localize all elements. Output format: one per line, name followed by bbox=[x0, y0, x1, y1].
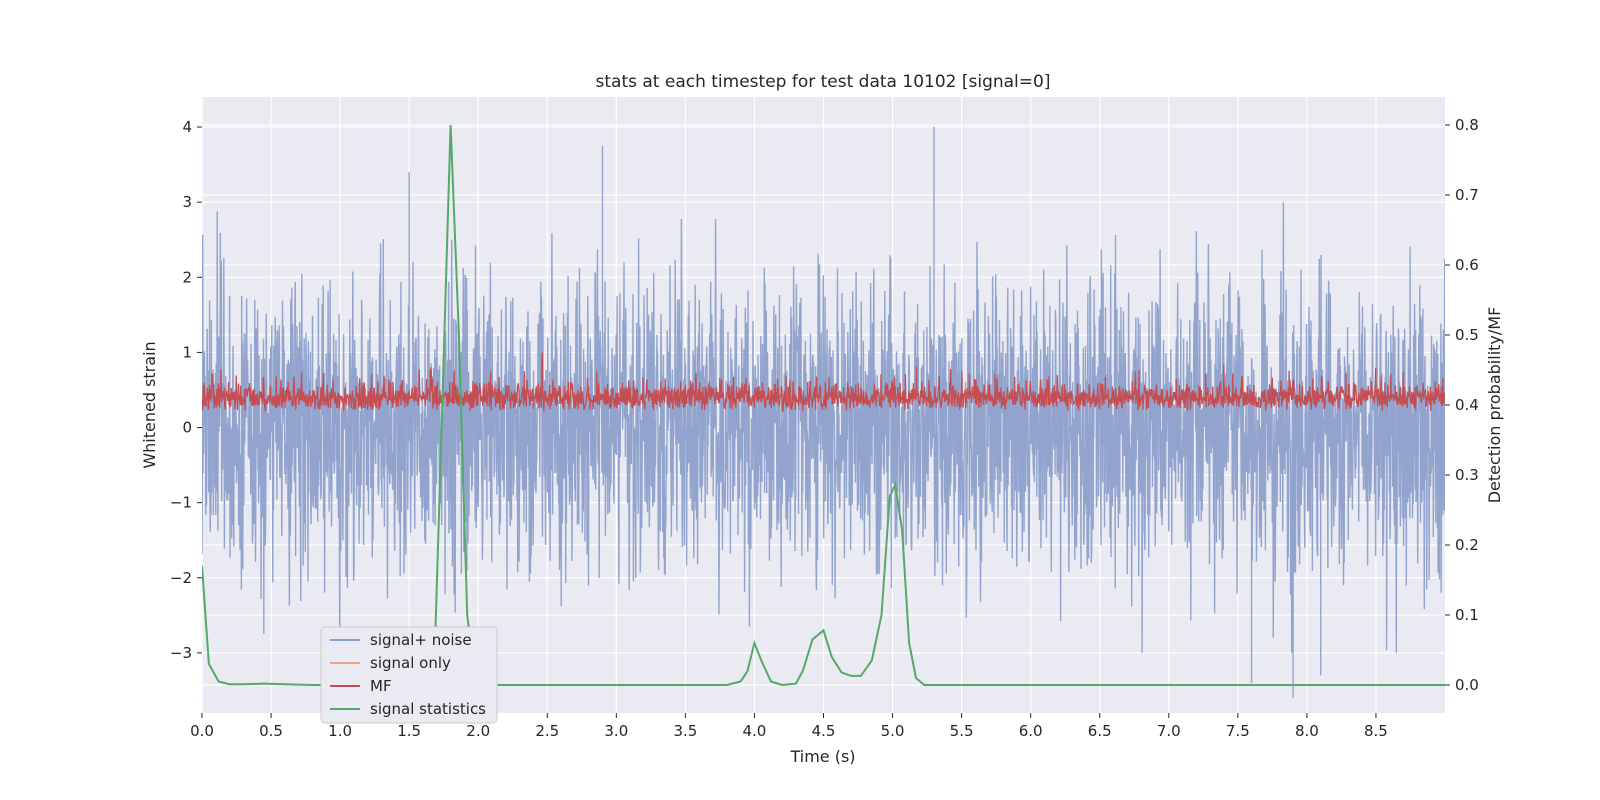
x-tick-label-5: 2.5 bbox=[535, 722, 559, 740]
x-tick-label-10: 5.0 bbox=[881, 722, 905, 740]
x-axis-ticks: 0.0 0.5 1.0 1.5 2.0 2.5 3.0 3.5 4.0 4.5 5.0 5.5 6.0 6… bbox=[190, 713, 1388, 740]
x-tick-label-11: 5.5 bbox=[950, 722, 974, 740]
x-tick-label-4: 2.0 bbox=[466, 722, 490, 740]
legend-label-signal-statistics: signal statistics bbox=[370, 700, 486, 718]
x-tick-label-3: 1.5 bbox=[397, 722, 421, 740]
x-tick-label-2: 1.0 bbox=[328, 722, 352, 740]
series-mf bbox=[202, 352, 1445, 413]
x-axis-label: Time (s) bbox=[789, 747, 855, 766]
chart-title: stats at each timestep for test data 101… bbox=[596, 72, 1051, 92]
yr-tick-label-2: 0.6 bbox=[1455, 256, 1479, 274]
yl-tick-label-3: 1 bbox=[182, 343, 192, 361]
series-signal-noise bbox=[202, 127, 1445, 698]
legend: signal+ noise signal only MF signal stat… bbox=[320, 626, 498, 724]
yl-tick-label-0: 4 bbox=[182, 118, 192, 136]
x-tick-label-14: 7.0 bbox=[1157, 722, 1181, 740]
x-tick-label-8: 4.0 bbox=[743, 722, 767, 740]
yr-tick-label-3: 0.5 bbox=[1455, 326, 1479, 344]
yr-tick-label-4: 0.4 bbox=[1455, 396, 1479, 414]
left-y-axis-label: Whitened strain bbox=[140, 341, 159, 468]
yl-tick-label-5: −1 bbox=[170, 494, 192, 512]
yr-tick-label-0: 0.8 bbox=[1455, 116, 1479, 134]
left-y-axis-ticks: 4 3 2 1 0 −1 −2 −3 bbox=[170, 118, 202, 662]
yl-tick-label-2: 2 bbox=[182, 268, 192, 286]
x-tick-label-17: 8.5 bbox=[1364, 722, 1388, 740]
x-tick-label-15: 7.5 bbox=[1226, 722, 1250, 740]
yl-tick-label-1: 3 bbox=[182, 193, 192, 211]
yr-tick-label-1: 0.7 bbox=[1455, 186, 1479, 204]
legend-label-signal-noise: signal+ noise bbox=[370, 631, 472, 649]
x-tick-label-12: 6.0 bbox=[1019, 722, 1043, 740]
yr-tick-label-8: 0.0 bbox=[1455, 676, 1479, 694]
x-tick-label-16: 8.0 bbox=[1295, 722, 1319, 740]
x-tick-label-7: 3.5 bbox=[673, 722, 697, 740]
yr-tick-label-6: 0.2 bbox=[1455, 536, 1479, 554]
right-y-axis-ticks: 0.8 0.7 0.6 0.5 0.4 0.3 0.2 0.1 0.0 bbox=[1445, 116, 1479, 694]
x-tick-label-13: 6.5 bbox=[1088, 722, 1112, 740]
x-tick-label-6: 3.0 bbox=[604, 722, 628, 740]
legend-label-signal-only: signal only bbox=[370, 654, 451, 672]
legend-label-mf: MF bbox=[370, 677, 392, 695]
yl-tick-label-7: −3 bbox=[170, 644, 192, 662]
x-tick-label-0: 0.0 bbox=[190, 722, 214, 740]
yr-tick-label-5: 0.3 bbox=[1455, 466, 1479, 484]
legend-box bbox=[320, 626, 498, 724]
yr-tick-label-7: 0.1 bbox=[1455, 606, 1479, 624]
x-tick-label-9: 4.5 bbox=[812, 722, 836, 740]
yl-tick-label-4: 0 bbox=[182, 419, 192, 437]
yl-tick-label-6: −2 bbox=[170, 569, 192, 587]
x-tick-label-1: 0.5 bbox=[259, 722, 283, 740]
right-y-axis-label: Detection probability/MF bbox=[1485, 307, 1504, 504]
